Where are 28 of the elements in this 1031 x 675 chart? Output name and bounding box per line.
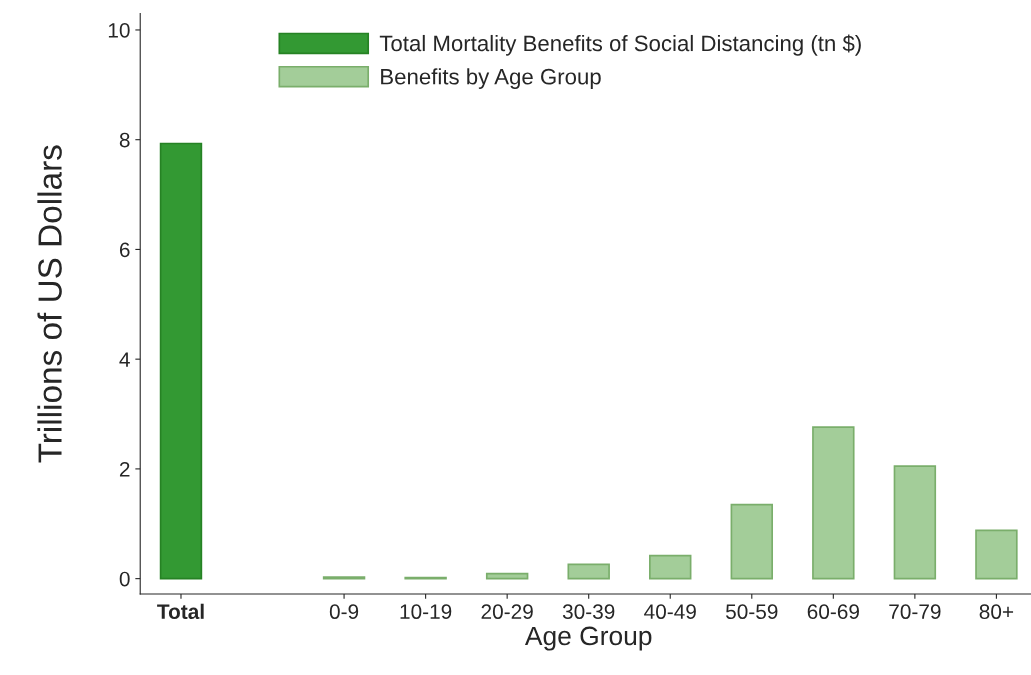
y-tick-label: 4 <box>119 352 130 367</box>
x-tick-label: 0-9 <box>329 604 359 620</box>
x-tick-label: 80+ <box>979 604 1014 620</box>
y-tick-label: 10 <box>108 22 130 38</box>
bar <box>485 572 529 580</box>
x-axis-title: Age Group <box>524 626 652 651</box>
x-tick-label: 40-49 <box>644 604 696 620</box>
bar <box>567 563 610 580</box>
x-tick-label: 70-79 <box>889 604 941 620</box>
legend-label: Benefits by Age Group <box>381 68 601 89</box>
bar <box>975 529 1018 580</box>
y-tick-label: 8 <box>119 132 130 148</box>
x-tick-label: 60-69 <box>807 604 859 620</box>
x-tick-label: 50-59 <box>725 604 778 620</box>
bar <box>159 142 203 580</box>
legend-label: Total Mortality Benefits of Social Distancing (tn $) <box>379 34 861 56</box>
bar <box>649 554 692 580</box>
y-axis-title: Trillions of US Dollars <box>37 145 62 463</box>
x-tick-label: 10-19 <box>400 604 452 620</box>
y-tick-label: 2 <box>119 461 130 477</box>
bar <box>730 503 774 580</box>
x-tick-label: 30-39 <box>562 604 615 620</box>
x-tick-label: Total <box>157 603 204 620</box>
y-tick-label: 6 <box>119 242 130 258</box>
bar <box>893 465 937 580</box>
x-tick-label: 20-29 <box>481 604 533 620</box>
bar <box>812 426 855 580</box>
y-tick-label: 0 <box>119 571 130 587</box>
